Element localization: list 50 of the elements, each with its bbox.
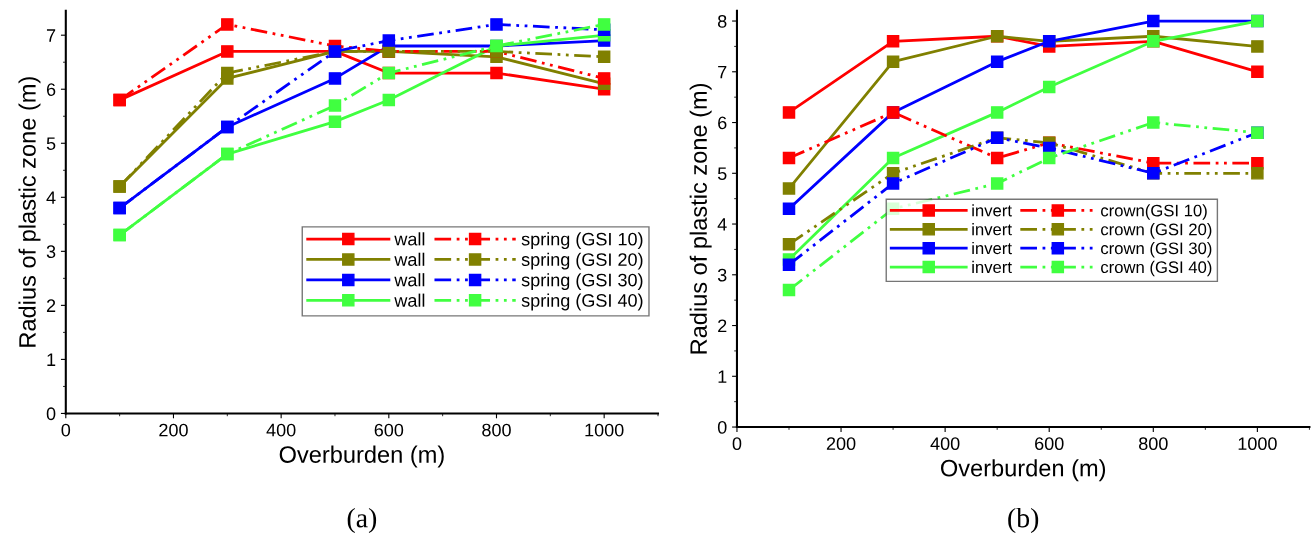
- x-tick-label: 200: [159, 423, 188, 437]
- legend-label: invert: [972, 241, 1012, 255]
- x-tick-label: 800: [482, 423, 511, 437]
- y-tick-label: 5: [717, 167, 727, 180]
- y-tick-label: 4: [717, 218, 727, 231]
- x-tick-label: 0: [61, 423, 71, 437]
- x-tick-label: 400: [266, 423, 296, 437]
- legend-label: crown (GSI 20): [1101, 223, 1212, 239]
- x-tick-label: 600: [1035, 437, 1064, 451]
- x-tick-label: 1000: [585, 423, 624, 437]
- legend-label: spring (GSI 10): [521, 232, 643, 250]
- y-tick-label: 2: [718, 319, 727, 333]
- x-axis-title: Overburden (m): [941, 459, 1106, 482]
- y-tick-label: 1: [718, 370, 727, 383]
- y-tick-label: 3: [717, 268, 727, 282]
- y-tick-label: 7: [46, 29, 56, 42]
- x-tick-label: 0: [732, 437, 742, 451]
- y-tick-label: 6: [46, 83, 56, 96]
- legend-label: spring (GSI 40): [521, 293, 643, 311]
- y-tick-label: 1: [47, 353, 56, 366]
- legend-label: spring (GSI 20): [521, 252, 643, 270]
- y-tick-label: 3: [46, 245, 56, 259]
- y-tick-label: 5: [46, 137, 56, 150]
- legend-label: wall: [394, 293, 425, 307]
- legend-label: invert: [972, 260, 1012, 274]
- y-tick-label: 8: [717, 14, 727, 28]
- legend-label: wall: [394, 273, 425, 287]
- legend-label: crown (GSI 30): [1101, 241, 1212, 258]
- y-axis-title: Radius of plastic zone (m): [18, 77, 41, 347]
- y-tick-label: 2: [46, 299, 56, 312]
- y-axis-title: Radius of plastic zone (m): [689, 83, 712, 354]
- text: (a): [347, 507, 377, 534]
- legend-label: crown (GSI 40): [1101, 260, 1212, 277]
- legend-label: spring (GSI 30): [521, 273, 643, 290]
- legend-label: wall: [394, 252, 425, 266]
- legend-label: invert: [972, 204, 1012, 217]
- text: (b): [1008, 507, 1039, 534]
- legend-label: wall: [394, 232, 425, 246]
- y-tick-label: 7: [718, 65, 727, 79]
- x-tick-label: 400: [930, 437, 960, 451]
- legend-label: invert: [972, 223, 1012, 236]
- legend-label: crown(GSI 10): [1101, 204, 1207, 220]
- y-tick-label: 6: [718, 116, 727, 130]
- x-tick-label: 200: [826, 437, 856, 451]
- x-tick-label: 800: [1139, 437, 1168, 451]
- x-tick-label: 1000: [1238, 437, 1277, 451]
- x-axis-title: Overburden (m): [279, 445, 444, 468]
- x-tick-label: 600: [374, 423, 404, 437]
- y-tick-label: 4: [46, 191, 56, 204]
- y-tick-label: 0: [46, 407, 56, 421]
